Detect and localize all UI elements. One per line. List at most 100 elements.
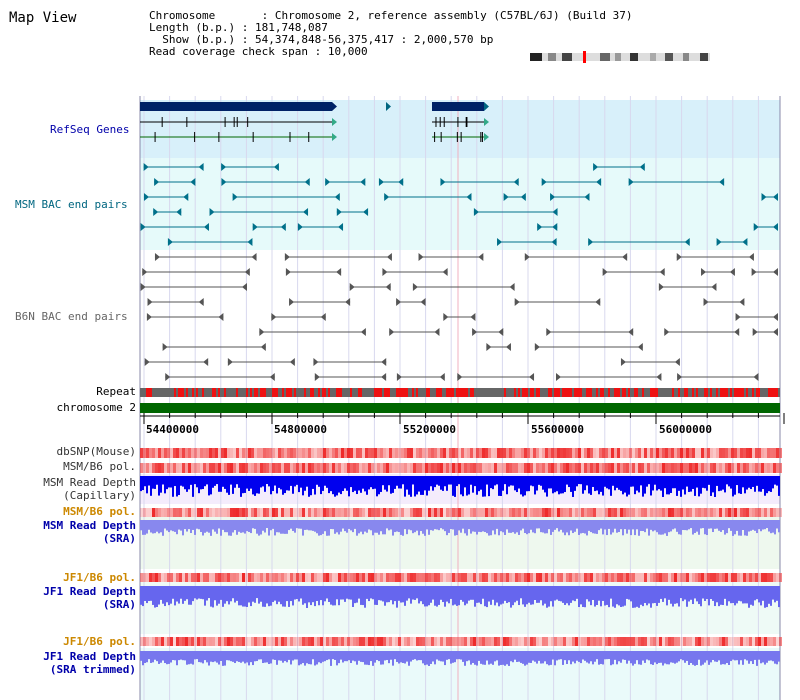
axis-tick-label: 54400000: [146, 423, 199, 436]
heat-cell: [185, 573, 188, 582]
heat-cell: [695, 573, 698, 582]
heat-cell: [389, 508, 392, 517]
heat-cell: [488, 448, 491, 458]
depth-bar: [610, 651, 612, 666]
depth-bar: [764, 651, 766, 665]
heat-cell: [344, 573, 347, 582]
depth-bar: [530, 520, 532, 530]
heat-cell: [476, 448, 479, 458]
heat-cell: [182, 448, 185, 458]
heat-cell: [371, 573, 374, 582]
heat-cell: [296, 448, 299, 458]
heat-cell: [341, 463, 344, 473]
heat-cell: [587, 508, 590, 517]
depth-bar: [654, 586, 656, 604]
heat-cell: [251, 463, 254, 473]
repeat-mark: [300, 388, 302, 397]
bac-end-marker: [271, 313, 277, 321]
heat-cell: [614, 637, 617, 646]
depth-bar: [334, 651, 336, 660]
heat-cell: [227, 637, 230, 646]
heat-cell: [530, 573, 533, 582]
heat-cell: [305, 463, 308, 473]
depth-bar: [234, 476, 236, 488]
heat-cell: [551, 637, 554, 646]
depth-bar: [252, 586, 254, 602]
heat-cell: [353, 573, 356, 582]
depth-bar: [342, 586, 344, 600]
depth-bar: [310, 651, 312, 665]
repeat-mark: [744, 388, 746, 397]
depth-bar: [746, 476, 748, 490]
depth-bar: [564, 476, 566, 493]
depth-bar: [442, 651, 444, 662]
heat-cell: [236, 463, 239, 473]
heat-cell: [341, 637, 344, 646]
repeat-mark: [748, 388, 750, 397]
heat-cell: [365, 448, 368, 458]
heat-cell: [326, 508, 329, 517]
depth-bar: [464, 586, 466, 606]
depth-bar: [636, 520, 638, 530]
repeat-mark: [566, 388, 568, 397]
depth-bar: [734, 520, 736, 535]
heat-cell: [506, 508, 509, 517]
bac-end-marker: [269, 373, 275, 381]
depth-bar: [694, 586, 696, 599]
depth-bar: [714, 476, 716, 497]
depth-bar: [278, 520, 280, 533]
heat-cell: [704, 448, 707, 458]
bac-end-marker: [498, 328, 504, 336]
heat-cell: [392, 637, 395, 646]
depth-bar: [462, 586, 464, 602]
repeat-mark: [550, 388, 552, 397]
depth-bar: [418, 476, 420, 492]
depth-bar: [276, 476, 278, 494]
heat-cell: [611, 448, 614, 458]
depth-bar: [288, 520, 290, 531]
depth-bar: [278, 651, 280, 661]
bac-end-marker: [386, 253, 392, 261]
depth-bar: [718, 520, 720, 531]
depth-bar: [434, 476, 436, 488]
repeat-mark: [144, 388, 146, 397]
depth-bar: [306, 586, 308, 608]
heat-cell: [461, 463, 464, 473]
heat-cell: [773, 573, 776, 582]
heat-cell: [476, 637, 479, 646]
depth-bar: [756, 651, 758, 666]
heat-cell: [656, 448, 659, 458]
depth-bar: [418, 651, 420, 661]
depth-bar: [546, 651, 548, 665]
depth-bar: [586, 586, 588, 600]
heat-cell: [632, 463, 635, 473]
heat-cell: [518, 573, 521, 582]
depth-bar: [198, 520, 200, 530]
depth-bar: [460, 586, 462, 600]
heat-cell: [731, 463, 734, 473]
heat-cell: [671, 637, 674, 646]
depth-bar: [270, 651, 272, 664]
heat-cell: [425, 463, 428, 473]
depth-bar: [730, 520, 732, 531]
repeat-mark: [628, 388, 630, 397]
bac-end-marker: [260, 343, 266, 351]
repeat-mark: [772, 388, 774, 397]
depth-bar: [462, 520, 464, 529]
depth-bar: [186, 651, 188, 665]
depth-bar: [596, 476, 598, 491]
depth-bar: [228, 520, 230, 536]
heat-cell: [161, 463, 164, 473]
depth-bar: [294, 651, 296, 660]
heat-cell: [395, 448, 398, 458]
heat-cell: [686, 463, 689, 473]
depth-bar: [584, 476, 586, 491]
depth-bar: [210, 586, 212, 607]
repeat-mark: [734, 388, 736, 397]
heat-cell: [341, 508, 344, 517]
depth-bar: [590, 651, 592, 662]
depth-bar: [200, 476, 202, 490]
heat-cell: [380, 448, 383, 458]
heat-cell: [314, 573, 317, 582]
